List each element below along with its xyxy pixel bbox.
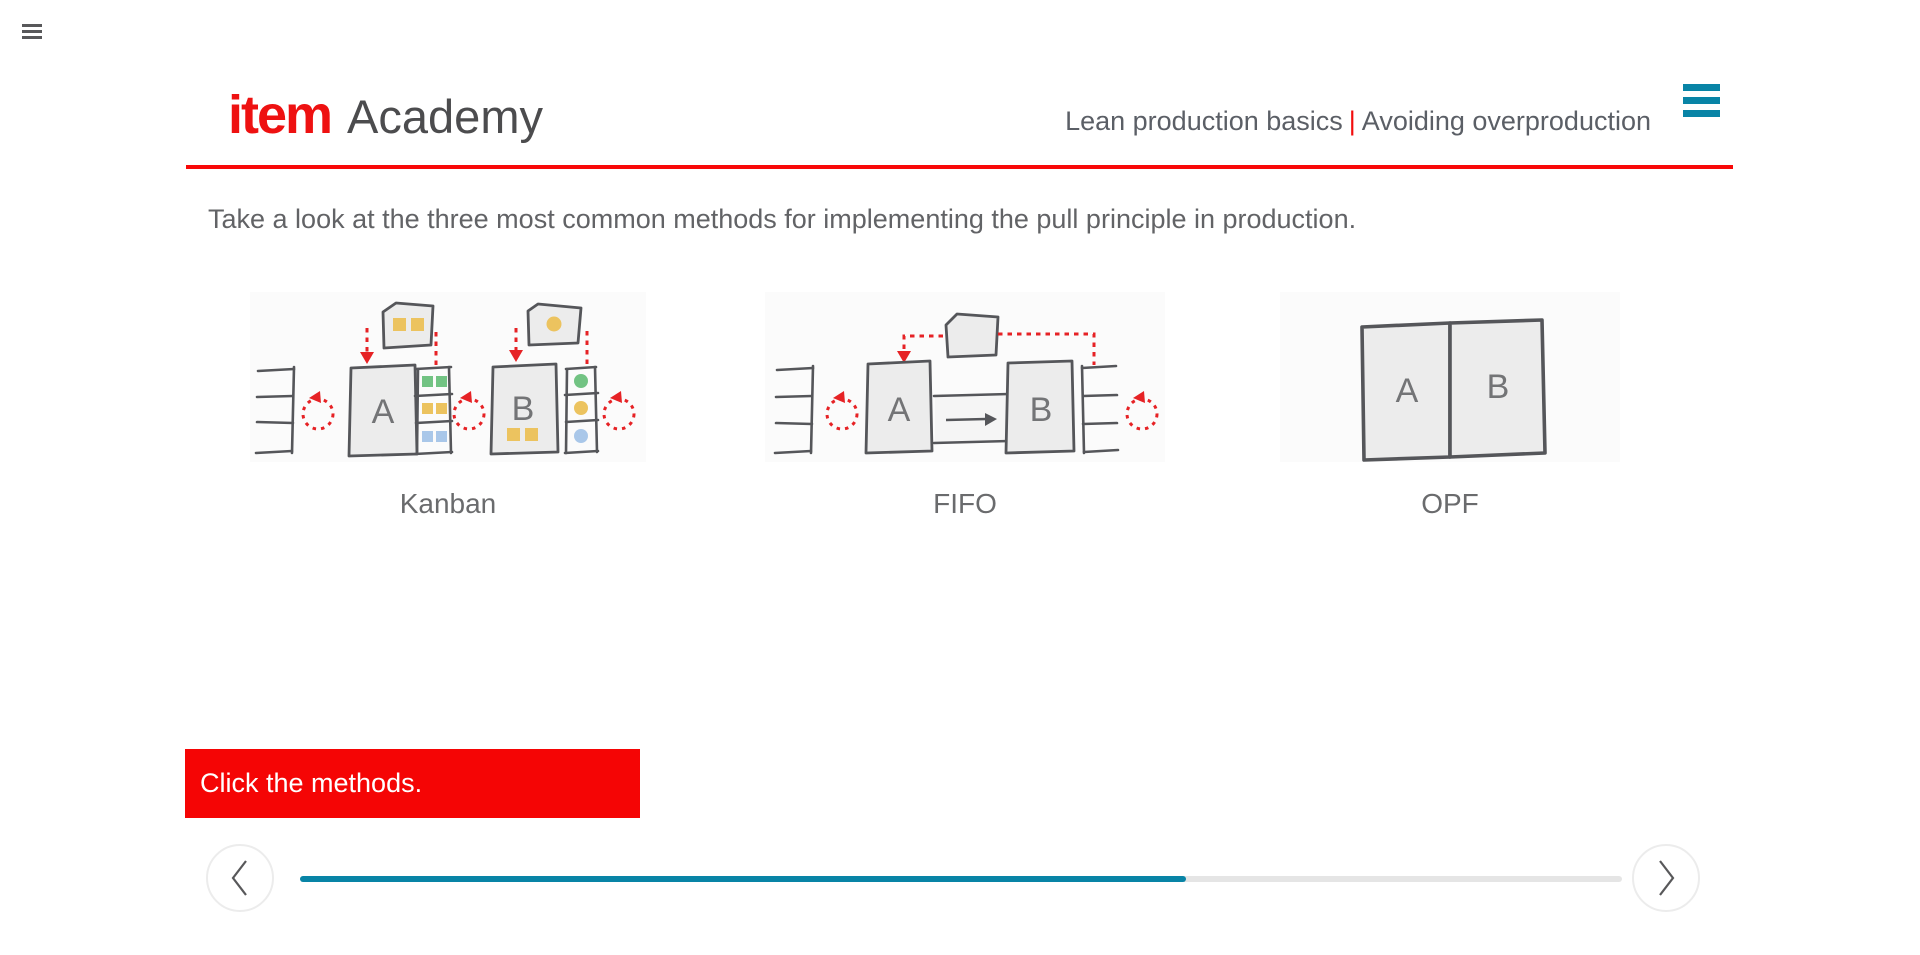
method-label-opf: OPF	[1421, 488, 1479, 519]
brand-suffix: Academy	[347, 90, 543, 143]
kanban-loop-icon-2	[452, 391, 486, 431]
fifo-signal-line	[998, 332, 1096, 365]
kanban-supermarket-rack-1	[413, 365, 454, 456]
kanban-station-a: A	[347, 363, 419, 458]
method-opf-figure[interactable]: A B	[1280, 292, 1620, 462]
kanban-diagram: A B	[254, 301, 636, 458]
kanban-signal-arrowhead	[509, 350, 523, 362]
hamburger-bar	[22, 24, 42, 27]
instruction-text: Take a look at the three most common met…	[208, 204, 1357, 234]
fifo-signal-arrowhead	[897, 351, 911, 363]
hamburger-bar	[1683, 97, 1720, 104]
station-letter: A	[888, 391, 911, 429]
chevron-left-icon	[231, 860, 247, 896]
station-letter: A	[1396, 372, 1419, 410]
kanban-signal-arrowhead	[360, 352, 374, 364]
hamburger-bar	[22, 36, 42, 39]
station-letter: A	[372, 393, 395, 431]
fifo-lane	[932, 392, 1011, 445]
menu-hamburger-icon[interactable]	[1683, 84, 1720, 117]
prompt-banner: Click the methods.	[185, 749, 640, 818]
method-label-fifo: FIFO	[933, 488, 997, 519]
kanban-loop-icon-1	[301, 391, 335, 431]
kanban-station-b: B	[489, 362, 560, 456]
kanban-loop-icon-3	[602, 391, 636, 431]
fifo-card	[944, 312, 1000, 359]
kanban-supermarket-rack-2	[563, 365, 600, 455]
chevron-right-icon	[1659, 860, 1675, 896]
fifo-loop-icon-left	[825, 391, 859, 431]
course-title: Lean production basics	[1065, 106, 1343, 136]
opf-station-b: B	[1448, 318, 1547, 459]
hamburger-bar	[1683, 84, 1720, 91]
kanban-card-1	[381, 301, 435, 350]
progress-fill	[300, 876, 1186, 882]
previous-button[interactable]	[206, 844, 274, 912]
hamburger-icon[interactable]	[22, 24, 42, 40]
fifo-station-b: B	[1004, 359, 1076, 455]
fifo-station-a: A	[864, 359, 934, 455]
station-letter: B	[512, 390, 535, 428]
brand-wordmark: item	[228, 85, 333, 145]
hamburger-bar	[22, 30, 42, 33]
fifo-signal-line	[902, 334, 943, 353]
breadcrumb: Lean production basics | Avoiding overprod…	[1065, 106, 1651, 137]
kanban-card-2	[526, 302, 583, 347]
lesson-title: Avoiding overproduction	[1361, 106, 1651, 136]
breadcrumb-separator: |	[1348, 106, 1356, 136]
progress-bar-track	[300, 876, 1622, 882]
fifo-loop-icon-right	[1125, 391, 1159, 431]
station-letter: B	[1030, 391, 1053, 429]
fifo-source-rack	[773, 364, 815, 455]
opf-diagram: A B	[1360, 318, 1547, 462]
app-logo: item Academy	[228, 84, 543, 146]
hamburger-bar	[1683, 110, 1720, 117]
header-divider	[186, 165, 1733, 169]
opf-station-a: A	[1360, 321, 1452, 462]
fifo-diagram: A B	[773, 312, 1159, 455]
next-button[interactable]	[1632, 844, 1700, 912]
method-fifo-figure[interactable]: A B	[765, 292, 1165, 462]
fifo-output-rack	[1080, 364, 1120, 455]
kanban-source-rack	[254, 365, 296, 455]
station-letter: B	[1487, 368, 1510, 406]
method-kanban-figure[interactable]: A B	[250, 292, 646, 462]
method-label-kanban: Kanban	[399, 488, 497, 519]
